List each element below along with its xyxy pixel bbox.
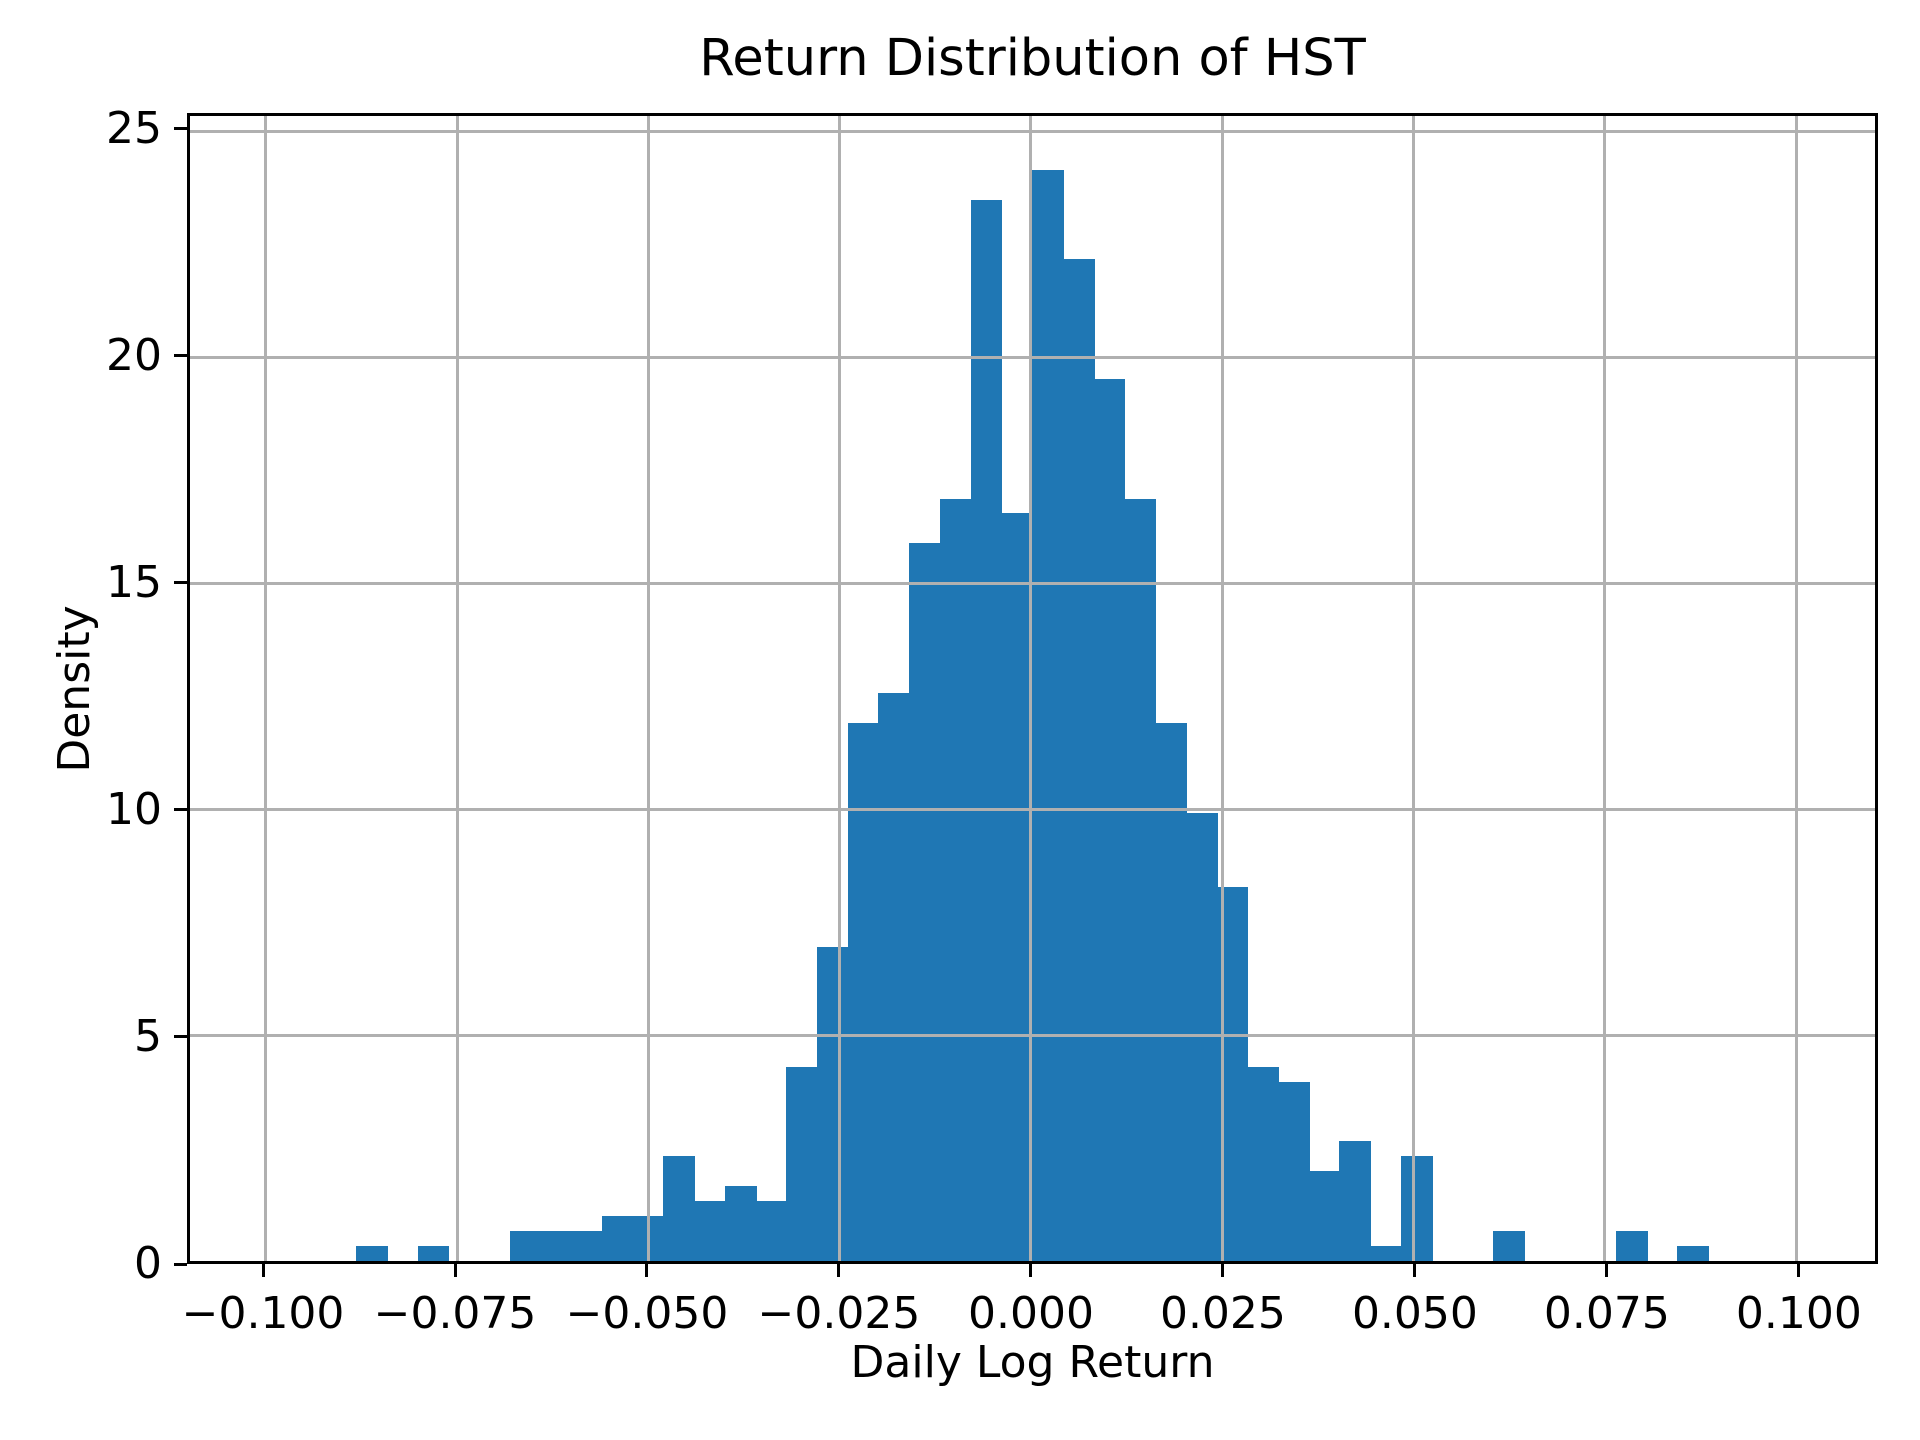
histogram-bar xyxy=(817,947,849,1261)
x-tick-mark xyxy=(1797,1264,1801,1277)
chart-title: Return Distribution of HST xyxy=(699,29,1366,88)
y-tick-label: 15 xyxy=(106,556,162,608)
histogram-bar xyxy=(1062,259,1095,1261)
y-tick-mark xyxy=(174,808,187,812)
x-tick-label: −0.100 xyxy=(181,1288,345,1339)
histogram-bar xyxy=(1677,1246,1710,1261)
histogram-bar xyxy=(847,722,880,1261)
x-tick-mark xyxy=(1605,1264,1609,1277)
y-axis-label: Density xyxy=(49,605,100,773)
y-tick-label: 0 xyxy=(134,1238,162,1289)
histogram-bar xyxy=(417,1246,450,1261)
x-tick-label: 0.075 xyxy=(1543,1288,1670,1339)
x-tick-mark xyxy=(1029,1264,1033,1277)
x-tick-label: 0.100 xyxy=(1735,1288,1862,1339)
histogram-bar xyxy=(1247,1066,1279,1261)
x-tick-label: −0.075 xyxy=(373,1288,537,1339)
histogram-bar xyxy=(509,1231,542,1261)
histogram-bar xyxy=(786,1066,818,1261)
y-tick-mark xyxy=(174,1035,187,1039)
histogram-bar xyxy=(1124,498,1157,1261)
x-tick-label: −0.025 xyxy=(757,1288,921,1339)
y-tick-label: 20 xyxy=(106,329,162,381)
y-tick-label: 25 xyxy=(106,102,162,154)
y-tick-mark xyxy=(174,354,187,358)
x-tick-mark xyxy=(1413,1264,1417,1277)
y-tick-mark xyxy=(174,1262,187,1266)
histogram-bar xyxy=(970,199,1003,1261)
y-tick-label: 5 xyxy=(134,1010,162,1062)
y-tick-mark xyxy=(174,127,187,131)
x-tick-label: 0.025 xyxy=(1159,1288,1286,1339)
y-tick-mark xyxy=(174,581,187,585)
histogram-bar xyxy=(1277,1081,1310,1261)
x-axis-label: Daily Log Return xyxy=(850,1337,1215,1388)
y-tick-label: 10 xyxy=(106,783,162,835)
histogram-bar xyxy=(878,692,911,1261)
histogram-bar xyxy=(1493,1231,1525,1261)
histogram-bar xyxy=(1001,513,1034,1261)
histogram-bar xyxy=(724,1186,757,1261)
histogram-bar xyxy=(1185,812,1218,1261)
x-tick-label: −0.050 xyxy=(565,1288,729,1339)
x-tick-mark xyxy=(837,1264,841,1277)
histogram-bar xyxy=(939,498,972,1261)
x-tick-label: 0.000 xyxy=(967,1288,1094,1339)
histogram-bar xyxy=(1216,887,1249,1261)
x-tick-mark xyxy=(261,1264,265,1277)
histogram-bar xyxy=(1032,169,1064,1261)
histogram-bar xyxy=(1400,1156,1433,1261)
histogram-bar xyxy=(663,1156,696,1261)
histogram-bar xyxy=(1093,378,1126,1261)
plot-area xyxy=(187,113,1878,1264)
x-tick-mark xyxy=(1221,1264,1225,1277)
histogram-bar xyxy=(632,1216,665,1261)
histogram-bar xyxy=(1370,1246,1402,1261)
x-tick-mark xyxy=(453,1264,457,1277)
histogram-bar xyxy=(1339,1141,1372,1261)
histogram-bar xyxy=(909,543,941,1261)
histogram-bar xyxy=(1308,1171,1341,1261)
histogram-bar xyxy=(356,1246,388,1261)
histogram-bar xyxy=(694,1201,726,1261)
bars-layer xyxy=(190,116,1875,1261)
histogram-bar xyxy=(1616,1231,1648,1261)
histogram-bar xyxy=(755,1201,788,1261)
x-tick-label: 0.050 xyxy=(1351,1288,1478,1339)
histogram-bar xyxy=(601,1216,634,1261)
histogram-bar xyxy=(1155,722,1187,1261)
x-tick-mark xyxy=(645,1264,649,1277)
histogram-bar xyxy=(540,1231,573,1261)
histogram-bar xyxy=(571,1231,603,1261)
